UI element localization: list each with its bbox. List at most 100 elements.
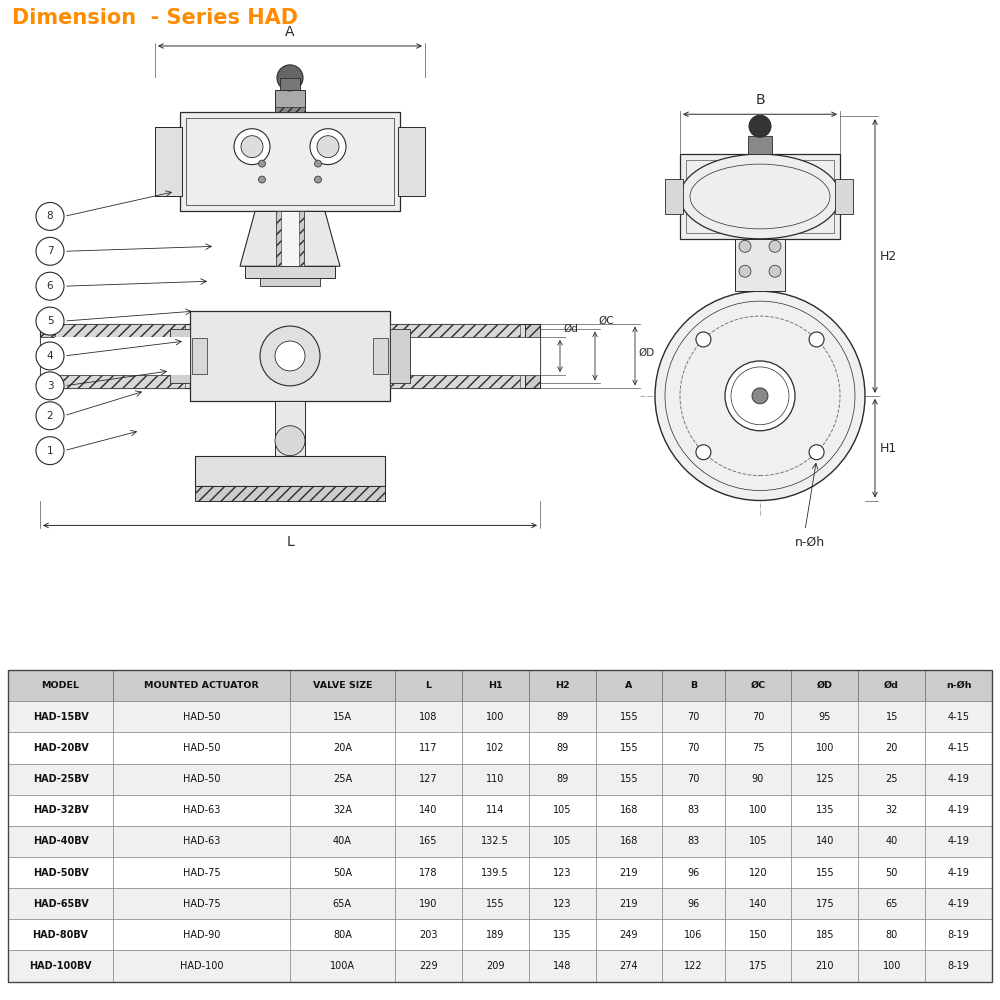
- Text: 70: 70: [752, 712, 764, 722]
- Bar: [395, 701, 462, 732]
- Bar: [113, 826, 290, 857]
- Bar: [113, 701, 290, 732]
- Text: 83: 83: [687, 836, 700, 846]
- Bar: [462, 795, 529, 826]
- Circle shape: [260, 326, 320, 386]
- Bar: [748, 136, 772, 154]
- Bar: [8, 919, 113, 950]
- Bar: [275, 90, 305, 112]
- Bar: [260, 278, 320, 286]
- Bar: [55, 337, 190, 375]
- Text: 175: 175: [749, 961, 767, 971]
- Bar: [395, 857, 462, 888]
- Bar: [40, 324, 190, 388]
- Circle shape: [275, 426, 305, 456]
- Bar: [8, 795, 113, 826]
- Bar: [462, 826, 529, 857]
- Bar: [275, 107, 305, 112]
- Bar: [725, 732, 791, 764]
- Text: 100A: 100A: [330, 961, 355, 971]
- Text: VALVE SIZE: VALVE SIZE: [313, 681, 372, 690]
- Text: 135: 135: [816, 805, 834, 815]
- Text: 110: 110: [486, 774, 504, 784]
- Bar: [858, 732, 925, 764]
- Bar: [299, 211, 304, 266]
- Text: HAD-100BV: HAD-100BV: [29, 961, 92, 971]
- Text: 140: 140: [749, 899, 767, 909]
- Bar: [290, 950, 395, 982]
- Text: 89: 89: [556, 774, 568, 784]
- Text: n-Øh: n-Øh: [795, 535, 825, 548]
- Circle shape: [36, 202, 64, 230]
- Bar: [925, 670, 992, 701]
- Bar: [725, 857, 791, 888]
- Bar: [398, 127, 425, 196]
- Bar: [395, 826, 462, 857]
- Bar: [596, 701, 662, 732]
- Circle shape: [36, 372, 64, 400]
- Text: 219: 219: [620, 868, 638, 878]
- Text: 5: 5: [47, 316, 53, 326]
- Text: 203: 203: [419, 930, 438, 940]
- Bar: [113, 950, 290, 982]
- Bar: [725, 795, 791, 826]
- Bar: [529, 857, 596, 888]
- Text: ØC: ØC: [750, 681, 766, 690]
- Text: 127: 127: [419, 774, 438, 784]
- Bar: [290, 764, 395, 795]
- Text: H1: H1: [488, 681, 503, 690]
- Text: 210: 210: [816, 961, 834, 971]
- Bar: [195, 456, 385, 486]
- Bar: [925, 732, 992, 764]
- Text: n-Øh: n-Øh: [946, 681, 971, 690]
- Bar: [390, 324, 520, 337]
- Text: 15: 15: [886, 712, 898, 722]
- Text: 8-19: 8-19: [948, 961, 970, 971]
- Text: 8: 8: [47, 211, 53, 221]
- Bar: [680, 154, 840, 239]
- Circle shape: [277, 65, 303, 91]
- Text: 123: 123: [553, 868, 571, 878]
- Bar: [180, 112, 400, 211]
- Bar: [190, 311, 390, 401]
- Bar: [858, 950, 925, 982]
- Text: HAD-75: HAD-75: [183, 899, 220, 909]
- Text: 165: 165: [419, 836, 438, 846]
- Text: 4-19: 4-19: [948, 899, 970, 909]
- Text: Dimension  - Series HAD: Dimension - Series HAD: [12, 8, 298, 28]
- Text: 219: 219: [620, 899, 638, 909]
- Polygon shape: [240, 211, 340, 266]
- Text: HAD-50: HAD-50: [183, 743, 220, 753]
- Text: 120: 120: [749, 868, 767, 878]
- Circle shape: [314, 160, 322, 167]
- Text: HAD-50: HAD-50: [183, 712, 220, 722]
- Bar: [725, 701, 791, 732]
- Bar: [276, 211, 304, 266]
- Bar: [662, 950, 725, 982]
- Text: 96: 96: [687, 899, 700, 909]
- Bar: [462, 764, 529, 795]
- Bar: [858, 795, 925, 826]
- Bar: [8, 670, 113, 701]
- Text: 80: 80: [886, 930, 898, 940]
- Bar: [395, 732, 462, 764]
- Text: HAD-50BV: HAD-50BV: [33, 868, 88, 878]
- Text: 4-15: 4-15: [948, 712, 970, 722]
- Circle shape: [769, 265, 781, 277]
- Bar: [725, 888, 791, 919]
- Text: HAD-90: HAD-90: [183, 930, 220, 940]
- Bar: [662, 795, 725, 826]
- Text: Ød: Ød: [563, 324, 578, 334]
- Circle shape: [809, 445, 824, 460]
- Circle shape: [317, 136, 339, 158]
- Text: 4-19: 4-19: [948, 836, 970, 846]
- Bar: [725, 670, 791, 701]
- Bar: [155, 127, 182, 196]
- Text: 15A: 15A: [333, 712, 352, 722]
- Bar: [791, 919, 858, 950]
- Text: 100: 100: [883, 961, 901, 971]
- Bar: [462, 919, 529, 950]
- Text: 32A: 32A: [333, 805, 352, 815]
- Bar: [395, 670, 462, 701]
- Text: 178: 178: [419, 868, 438, 878]
